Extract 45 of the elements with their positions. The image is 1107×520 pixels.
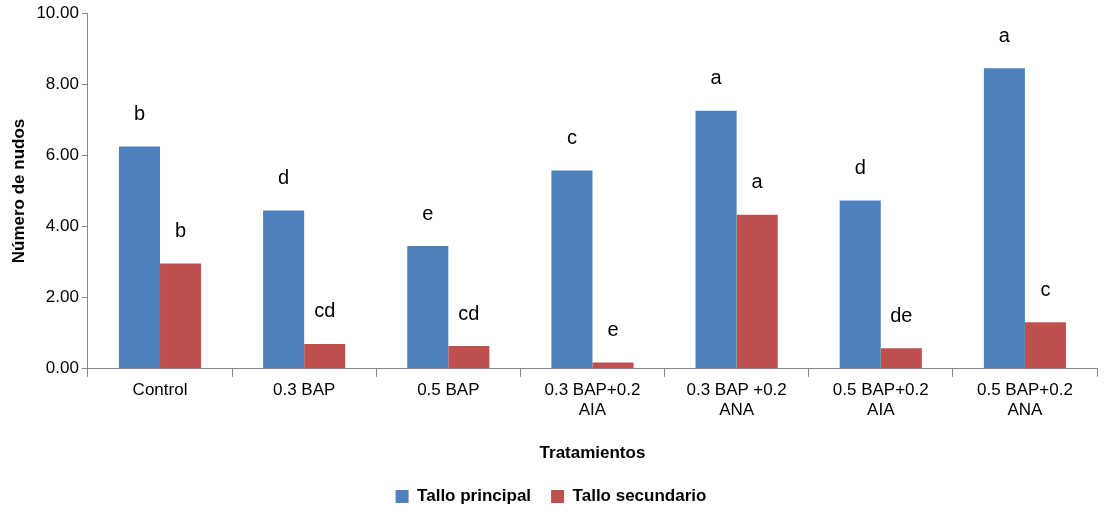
bar [407,246,449,369]
y-tick-label: 2.00 [45,287,79,307]
annotation: b [133,102,146,125]
annotation: d [854,156,866,179]
annotation: e [422,201,434,224]
x-tick-label: 0.5 BAP+0.2 ANA [976,379,1073,420]
bar [983,68,1025,369]
bar [118,146,161,369]
y-tick-label: 6.00 [45,145,79,165]
annotation: c [566,125,577,148]
annotation: b [175,219,187,242]
x-tick-label: 0.3 BAP+0.2 AIA [544,379,641,420]
x-tick-label: 0.5 BAP [417,379,480,399]
annotation: a [998,23,1011,46]
y-tick-label: 10.00 [36,2,79,22]
bar [304,343,346,369]
bar [880,348,922,369]
legend-label: Tallo secundario [572,486,707,506]
bar [736,214,778,369]
bar [551,170,593,369]
annotation: d [278,166,290,189]
bar [448,346,490,369]
x-tick-label: Control [132,379,188,399]
annotation: e [607,317,619,340]
annotation: a [710,66,723,89]
bar [839,200,881,369]
x-tick-label: 0.3 BAP [272,379,336,399]
annotation: cd [314,299,336,322]
y-tick-label: 0.00 [45,358,79,378]
bar [263,210,305,369]
y-tick-label: 4.00 [45,216,79,236]
annotation: a [751,170,764,193]
legend-label: Tallo principal [417,486,532,506]
x-axis-title: Tratamientos [539,443,646,463]
bar [160,263,202,369]
bar [1024,322,1067,369]
annotation: c [1040,277,1051,300]
bar [592,362,634,369]
y-axis-title: Número de nudos [8,118,28,264]
annotation: cd [458,301,480,324]
y-tick-label: 8.00 [45,74,79,94]
bar [695,110,737,369]
annotation: de [890,303,913,326]
x-tick-label: 0.5 BAP+0.2 AIA [832,379,929,420]
x-tick-label: 0.3 BAP +0.2 ANA [686,379,787,420]
